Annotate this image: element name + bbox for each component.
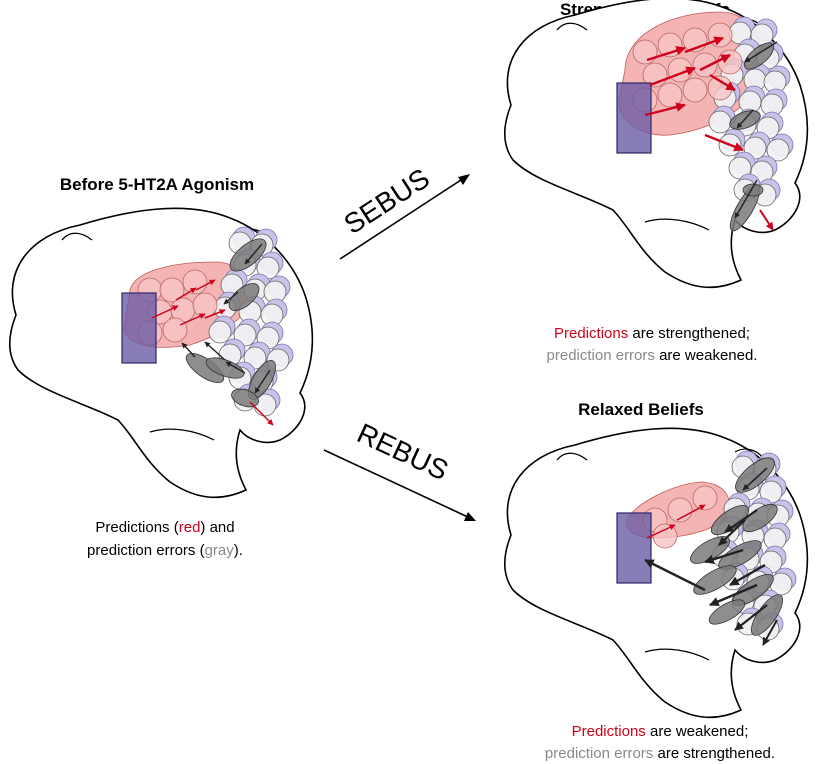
prediction-arrow: [709, 73, 736, 92]
error-arrow: [734, 179, 758, 219]
prediction-node: [182, 269, 208, 295]
hierarchy-node: [766, 138, 790, 162]
before-caption-line1: Predictions (red) and: [95, 519, 234, 536]
prediction-error-node: [229, 238, 267, 272]
prediction-arrow: [759, 209, 774, 231]
error-arrow: [762, 619, 778, 646]
error-arrow: [225, 361, 246, 374]
prediction-node: [159, 277, 185, 303]
error-arrow: [244, 243, 263, 265]
before-panel-title: Before 5-HT2A Agonism: [60, 175, 254, 194]
prediction-error-node: [231, 388, 259, 408]
brain-strengthened-illustration: [504, 0, 809, 289]
relaxed-caption-line1: Predictions are weakened;: [572, 723, 749, 740]
rebus-arrow: [323, 449, 476, 521]
prediction-node: [162, 317, 188, 343]
prediction-node: [692, 485, 718, 511]
relaxed-caption-line2: prediction errors are strengthened.: [545, 745, 775, 762]
relaxed-panel-title: Relaxed Beliefs: [578, 400, 704, 419]
error-arrow: [744, 41, 778, 63]
strengthened-caption-line1: Predictions are strengthened;: [554, 325, 750, 342]
prediction-error-node: [708, 599, 746, 625]
error-arrow: [644, 558, 706, 592]
prediction-error-node: [718, 540, 762, 570]
error-arrow: [704, 548, 744, 564]
prediction-error-node: [228, 283, 260, 311]
error-arrow: [718, 519, 746, 546]
cerebellum-line: [644, 218, 710, 231]
error-arrow: [254, 369, 271, 394]
prediction-error-node: [742, 183, 764, 197]
hierarchy-node: [708, 110, 732, 134]
rebus-label: REBUS: [352, 417, 453, 486]
before-caption-line2: prediction errors (gray).: [87, 542, 243, 559]
prediction-error-node: [710, 504, 750, 536]
prediction-arrow: [704, 133, 744, 152]
prediction-node: [652, 523, 678, 549]
prediction-arrow: [179, 313, 206, 326]
prediction-node: [192, 292, 218, 318]
sensory-box: [616, 82, 652, 154]
error-arrow: [181, 342, 196, 358]
error-arrow: [709, 583, 758, 607]
error-arrow: [736, 109, 754, 129]
prediction-arrow: [175, 287, 197, 301]
prediction-node: [632, 39, 658, 65]
prediction-arrow: [699, 53, 731, 72]
prediction-arrow: [646, 524, 676, 539]
hierarchy-node: [208, 320, 232, 344]
prediction-node: [657, 82, 683, 108]
sebus-arrow: [339, 174, 470, 260]
prediction-node: [717, 49, 743, 75]
gray-word: gray: [205, 542, 235, 559]
prediction-arrow: [676, 504, 706, 521]
cerebellum-line: [644, 648, 710, 661]
prediction-arrow: [249, 401, 274, 426]
prediction-arrow: [204, 309, 226, 319]
strengthened-caption-line2: prediction errors are weakened.: [547, 347, 758, 364]
prediction-arrow: [644, 102, 686, 117]
error-arrow: [223, 291, 239, 305]
error-arrow: [734, 604, 768, 631]
brain-relaxed-illustration: [504, 427, 809, 719]
prediction-error-node: [735, 457, 775, 493]
red-word: red: [179, 519, 201, 536]
sensory-box: [121, 292, 157, 364]
prediction-error-node: [205, 357, 245, 379]
error-arrow: [742, 467, 768, 491]
sensory-box: [616, 512, 652, 584]
prediction-node: [692, 52, 718, 78]
error-arrow: [729, 563, 766, 587]
prediction-arrow: [151, 305, 179, 319]
error-arrow: [724, 509, 758, 533]
prediction-error-node: [693, 565, 737, 595]
prediction-node: [682, 77, 708, 103]
prediction-arrow: [684, 36, 724, 54]
prediction-arrow: [649, 66, 696, 87]
error-arrow: [204, 341, 226, 361]
cerebellum-line: [149, 428, 215, 441]
prediction-arrow: [646, 46, 686, 62]
prediction-node: [707, 75, 733, 101]
prediction-arrow: [195, 279, 216, 291]
brain-before-illustration: [9, 207, 314, 499]
